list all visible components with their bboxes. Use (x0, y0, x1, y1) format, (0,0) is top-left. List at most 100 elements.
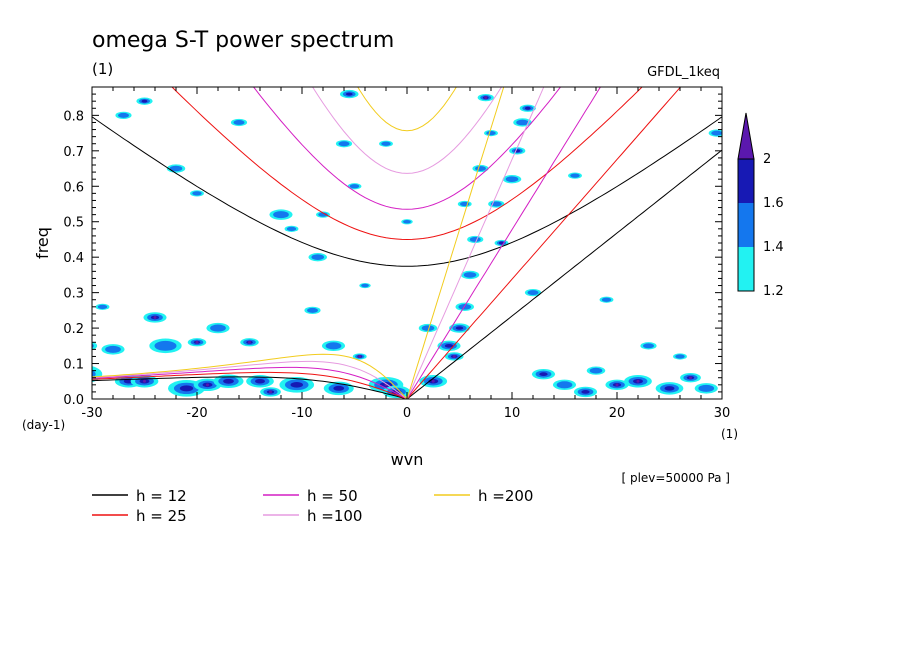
power-blob-level-4 (358, 354, 362, 358)
power-blob-level-2 (273, 211, 289, 219)
colorbar-arrow-frame (737, 112, 755, 160)
power-blob (213, 374, 244, 389)
power-blob-level-2 (469, 236, 481, 242)
power-blob-level-2 (505, 176, 519, 183)
colorbar: 1.2 1.4 1.6 2 (737, 112, 784, 299)
power-blob (531, 368, 556, 380)
power-blob (640, 342, 657, 350)
legend-label-h50: h = 50 (307, 487, 358, 505)
gravity-curve-h100 (311, 87, 503, 174)
y-tick-label: 0.2 (63, 322, 84, 337)
gravity-curve-h50 (252, 87, 562, 210)
power-blob (509, 147, 526, 155)
y-tick-label: 0.3 (63, 287, 84, 302)
power-blob (437, 340, 461, 352)
power-blob-level-2 (169, 165, 183, 172)
power-blob-level-4 (153, 315, 157, 319)
power-blob-level-4 (615, 383, 619, 387)
kelvin-curve-h12 (406, 149, 722, 399)
colorbar-extend-arrow (738, 113, 754, 159)
power-blob (359, 282, 371, 289)
power-blob-level-3 (664, 386, 675, 391)
rossby-curve-h50 (92, 366, 408, 399)
x-axis-label: wvn (391, 450, 424, 469)
power-blob (467, 235, 484, 244)
power-blob (708, 129, 722, 137)
kelvin-curve-h25 (406, 87, 682, 399)
power-blob (130, 375, 159, 388)
power-blob-level-4 (484, 96, 488, 100)
x-tick-label: 30 (714, 406, 731, 421)
power-blob (449, 323, 470, 333)
power-blob-level-2 (286, 226, 297, 231)
colorbar-label-4: 2 (763, 152, 771, 167)
power-blob-level-4 (195, 340, 199, 344)
power-blob (260, 387, 281, 397)
rossby-curve-h25 (92, 371, 408, 399)
x-tick-label: -10 (291, 406, 312, 421)
power-blob (206, 322, 230, 334)
power-blob-level-2 (361, 283, 369, 288)
kelvin-curve-h200 (406, 87, 505, 399)
x-tick-label: -30 (81, 406, 102, 421)
y-tick-label: 0.1 (63, 358, 84, 373)
power-blob-level-3 (290, 382, 303, 388)
power-blob (401, 219, 413, 225)
power-blob-level-2 (233, 119, 245, 125)
power-blob-level-3 (345, 92, 353, 96)
gravity-curve-h12 (92, 116, 722, 267)
power-blob (673, 353, 687, 360)
power-blob (335, 140, 353, 148)
y-tick-label: 0.0 (63, 393, 84, 408)
power-contours (92, 89, 722, 399)
gravity-curve-h200 (357, 87, 457, 132)
power-blob (95, 303, 110, 310)
power-blob-level-2 (463, 272, 477, 278)
power-blob-level-3 (524, 106, 531, 110)
power-blob (460, 270, 480, 280)
power-blob-level-4 (206, 383, 209, 387)
dispersion-curves (92, 87, 722, 399)
power-blob-level-3 (539, 372, 548, 377)
power-blob-level-4 (143, 379, 146, 383)
power-blob-level-1 (92, 341, 98, 350)
power-blob (445, 352, 464, 361)
legend-label-h100: h =100 (307, 507, 362, 525)
colorbar-segment-2 (738, 203, 754, 247)
y-tick-label: 0.7 (63, 145, 84, 160)
power-blob-level-3 (255, 379, 265, 384)
kelvin-curve-h100 (406, 87, 545, 399)
kelvin-curve-h50 (406, 87, 602, 399)
power-blob-level-2 (97, 304, 108, 309)
power-blob-level-4 (431, 379, 435, 383)
power-blob-level-2 (516, 119, 529, 126)
power-blob (246, 375, 274, 388)
legend-label-h25: h = 25 (136, 507, 187, 525)
power-blob (187, 338, 207, 347)
rossby-curve-h100 (92, 360, 408, 399)
power-blob-level-3 (455, 326, 464, 330)
power-blob (586, 366, 606, 375)
power-blob (347, 183, 362, 190)
x-tick-label: -20 (186, 406, 207, 421)
power-blob-level-2 (486, 130, 496, 136)
rossby-curve-h200 (92, 353, 408, 399)
power-blob-level-2 (601, 297, 612, 302)
power-blob-level-2 (338, 141, 350, 147)
power-blob-level-4 (452, 354, 456, 358)
power-blob-level-2 (192, 191, 202, 196)
power-blob-level-2 (311, 254, 325, 261)
legend-label-h12: h = 12 (136, 487, 187, 505)
power-blob (316, 211, 330, 218)
power-blob-level-2 (381, 141, 391, 146)
power-blob (573, 386, 598, 398)
power-blob (694, 383, 718, 394)
power-blob (519, 104, 536, 112)
power-blob (304, 306, 321, 315)
axis-ticks: -30 -20 -10 0 10 20 30 0.0 0.1 0.2 0.3 0.4 0.5 0.6 0.7… (63, 87, 730, 421)
colorbar-segment-1 (738, 247, 754, 291)
power-blob (101, 344, 125, 355)
power-blob (279, 377, 315, 393)
power-blob (624, 375, 652, 388)
